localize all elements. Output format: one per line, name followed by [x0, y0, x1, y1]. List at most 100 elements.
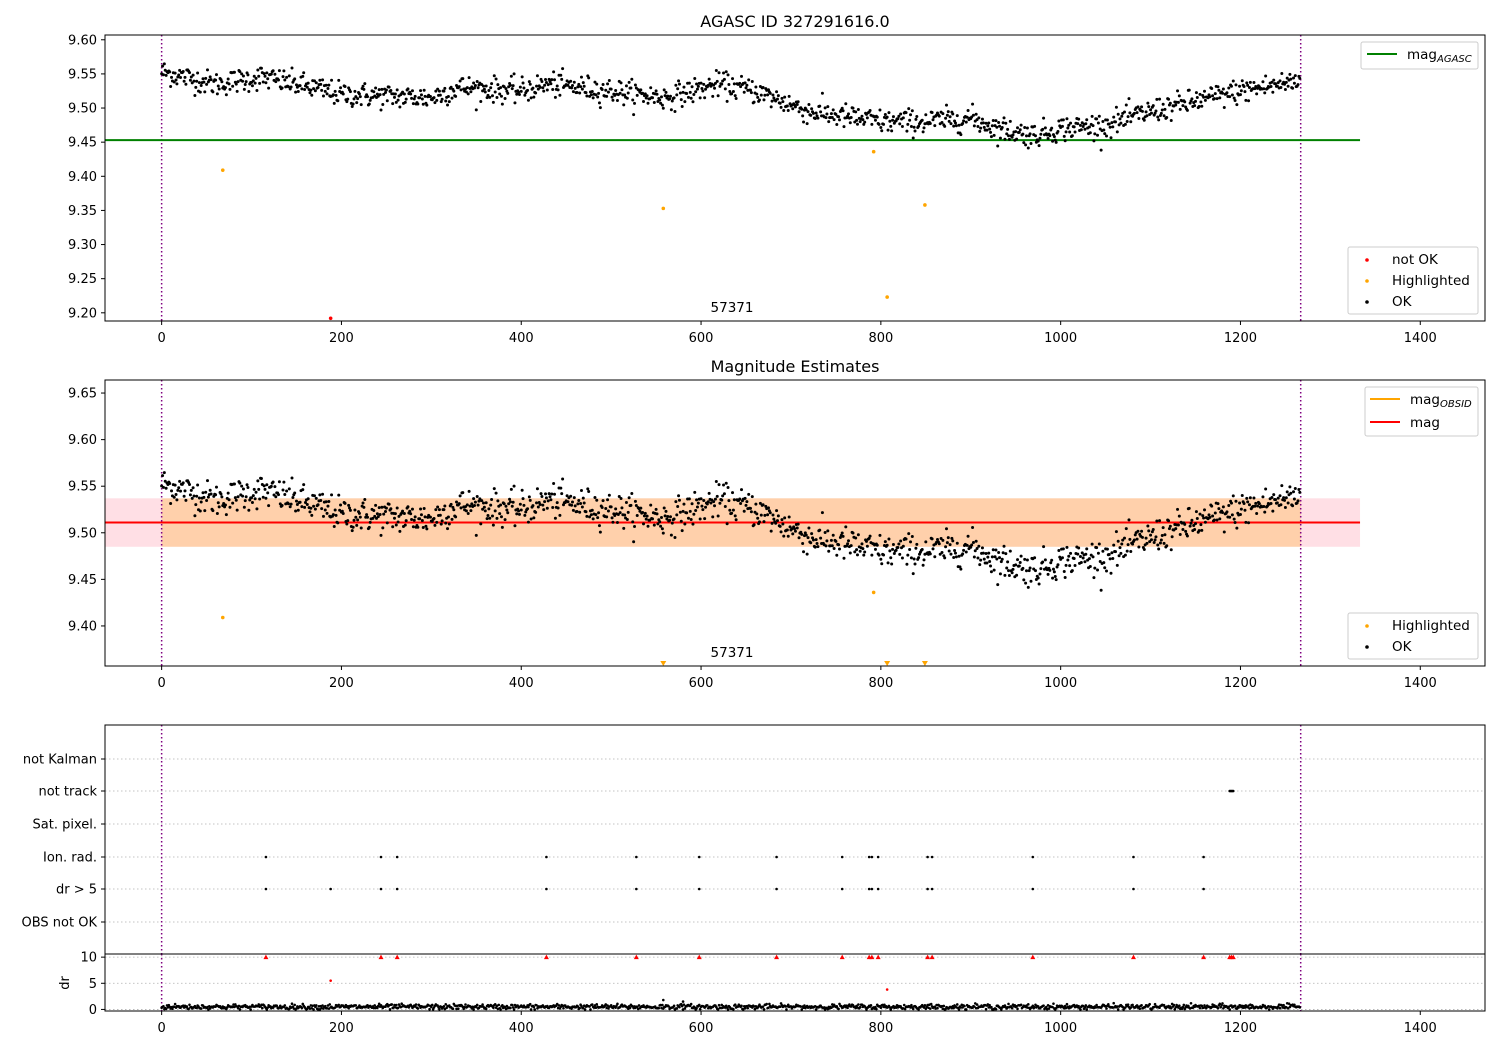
ok-point-0-557 — [660, 103, 664, 107]
dr-point-1232 — [1267, 1008, 1271, 1011]
ok-point-0-372 — [494, 77, 498, 81]
ok-point-1-592 — [692, 512, 696, 516]
ok-point-0-1194 — [1233, 99, 1237, 103]
ok-point-0-1221 — [1257, 85, 1261, 89]
ok-point-0-915 — [982, 125, 986, 129]
ok-point-1-989 — [1049, 561, 1053, 565]
ok-point-1-653 — [747, 492, 751, 496]
ok-point-1-593 — [693, 490, 697, 494]
ok-point-1-277 — [409, 512, 413, 516]
ok-point-0-514 — [622, 103, 626, 107]
ok-point-0-440 — [555, 84, 559, 88]
ok-point-1-397 — [517, 509, 521, 513]
dr-point-1028 — [1084, 1004, 1088, 1007]
ok-point-1-176 — [318, 493, 322, 497]
ok-point-0-779 — [860, 114, 864, 118]
ok-point-1-333 — [459, 506, 463, 510]
ok-point-0-159 — [303, 87, 307, 91]
ok-point-1-335 — [461, 491, 465, 495]
ok-point-1-60 — [214, 493, 218, 497]
ok-point-0-352 — [476, 86, 480, 90]
ok-point-1-1139 — [1184, 529, 1188, 533]
ok-point-1-79 — [231, 501, 235, 505]
ok-point-0-103 — [252, 74, 256, 78]
ok-point-1-244 — [379, 533, 383, 537]
ok-point-0-137 — [283, 78, 287, 82]
flag-mark-ion-rad--1 — [379, 855, 383, 859]
ok-point-0-409 — [527, 80, 531, 84]
ok-point-0-472 — [584, 91, 588, 95]
ok-point-1-1256 — [1289, 491, 1293, 495]
ok-point-1-371 — [493, 509, 497, 513]
ok-point-1-1255 — [1288, 485, 1292, 489]
ok-point-0-27 — [184, 82, 188, 86]
ok-point-0-319 — [446, 95, 450, 99]
ok-point-0-374 — [496, 83, 500, 87]
ok-point-0-536 — [642, 100, 646, 104]
ok-point-1-154 — [298, 500, 302, 504]
ok-point-1-1009 — [1067, 554, 1071, 558]
ok-point-0-1076 — [1127, 97, 1131, 101]
dr-point-855 — [929, 1007, 932, 1010]
ok-point-0-629 — [725, 99, 729, 103]
ok-point-1-842 — [917, 556, 921, 560]
ok-point-0-316 — [444, 99, 448, 103]
ok-point-0-238 — [374, 86, 378, 90]
ok-point-0-807 — [885, 115, 889, 119]
ok-point-1-61 — [214, 485, 218, 489]
ok-point-0-702 — [791, 107, 795, 111]
ok-point-0-1054 — [1107, 122, 1111, 126]
ok-point-1-126 — [273, 485, 277, 489]
dr-y-tick-label-2: 10 — [80, 951, 97, 966]
ok-point-0-602 — [701, 89, 705, 93]
dr-capped-marker-14 — [1130, 954, 1136, 960]
ok-point-1-829 — [905, 562, 909, 566]
ok-point-0-327 — [454, 94, 458, 98]
ok-point-1-733 — [819, 536, 823, 540]
ok-point-0-1085 — [1135, 111, 1139, 115]
ok-point-1-809 — [887, 537, 891, 541]
ok-point-1-276 — [408, 509, 412, 513]
ok-point-0-728 — [814, 111, 818, 115]
dr-x-tick-label-6: 1200 — [1224, 1021, 1257, 1036]
ok-point-0-579 — [680, 104, 684, 108]
y-tick-label-0-3: 9.35 — [68, 204, 97, 219]
ok-point-1-1016 — [1073, 563, 1077, 567]
ok-point-0-232 — [368, 98, 372, 102]
ok-point-1-748 — [832, 547, 836, 551]
ok-point-1-148 — [293, 491, 297, 495]
ok-point-1-289 — [419, 513, 423, 517]
flag-mark-dr-5-3 — [395, 887, 399, 891]
ok-point-0-877 — [948, 115, 952, 119]
ok-point-1-649 — [743, 496, 747, 500]
ok-point-1-170 — [312, 494, 316, 498]
y-tick-label-1-0: 9.40 — [68, 619, 97, 634]
ok-point-1-413 — [531, 504, 535, 508]
dr-moderate-point-0 — [661, 998, 665, 1002]
ok-point-0-1073 — [1124, 103, 1128, 107]
ok-point-1-529 — [635, 513, 639, 517]
y-tick-label-1-5: 9.65 — [68, 387, 97, 402]
ok-point-1-519 — [626, 510, 630, 514]
dr-point-1020 — [1077, 1004, 1080, 1008]
ok-point-1-680 — [771, 513, 775, 517]
dr-point-259 — [393, 1003, 396, 1007]
ok-point-1-206 — [345, 522, 349, 526]
dr-point-1123 — [1169, 1006, 1173, 1010]
ok-point-0-635 — [731, 77, 735, 81]
ok-point-0-950 — [1014, 130, 1018, 134]
ok-point-0-1210 — [1247, 85, 1251, 89]
ok-point-0-1055 — [1108, 125, 1112, 129]
ok-point-0-533 — [639, 88, 643, 92]
ok-point-1-636 — [731, 508, 735, 512]
ok-point-0-1027 — [1083, 127, 1087, 131]
ok-point-1-214 — [352, 518, 356, 522]
ok-point-0-961 — [1024, 143, 1028, 147]
ok-point-1-20 — [178, 479, 182, 483]
dr-point-1059 — [1112, 1001, 1116, 1005]
ok-point-0-260 — [393, 92, 397, 96]
ok-point-1-740 — [825, 539, 829, 543]
dr-point-921 — [988, 1003, 991, 1007]
point-highlighted-0-2 — [871, 149, 876, 154]
